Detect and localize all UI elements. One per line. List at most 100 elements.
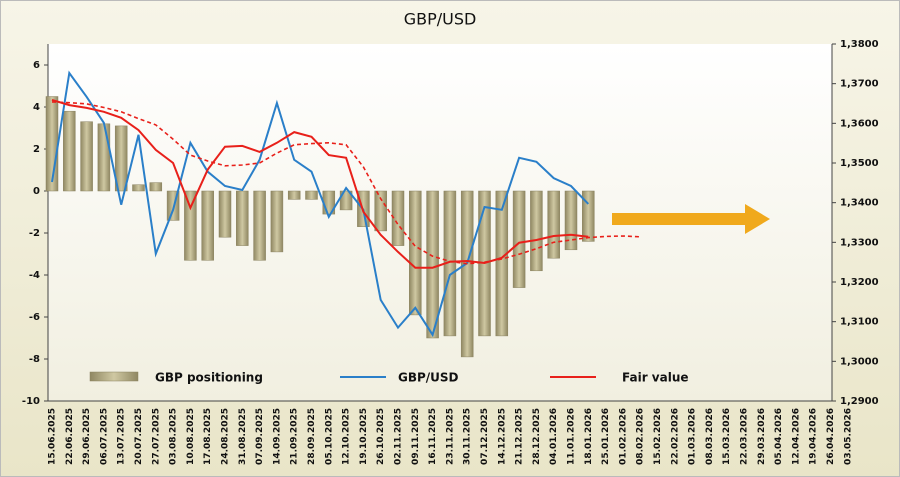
x-tick-label: 06.07.2025: [99, 408, 109, 465]
y-tick-label: 6: [33, 60, 40, 71]
bar: [339, 190, 353, 211]
y-tick-label: -2: [29, 228, 40, 239]
x-tick-label: 12.04.2026: [791, 408, 801, 465]
x-tick-label: 27.07.2025: [151, 408, 161, 465]
x-tick-label: 10.08.2025: [186, 408, 196, 465]
bar: [253, 190, 266, 261]
y2-tick-label: 1,3100: [840, 317, 879, 328]
y2-tick-label: 1,3800: [840, 39, 879, 50]
x-tick-label: 19.04.2026: [809, 408, 819, 465]
y2-tick-label: 1,3400: [840, 198, 879, 209]
x-tick-label: 18.01.2026: [584, 408, 594, 465]
x-tick-label: 08.02.2026: [636, 408, 646, 465]
line: [51, 70, 590, 338]
x-tick-label: 17.08.2025: [203, 408, 213, 465]
x-tick-label: 26.10.2025: [376, 408, 386, 465]
bar: [201, 190, 214, 261]
x-tick-label: 02.11.2025: [394, 408, 404, 465]
x-tick-label: 01.03.2026: [688, 408, 698, 465]
bar: [547, 190, 560, 259]
legend-label: GBP/USD: [398, 371, 459, 385]
x-tick-label: 23.11.2025: [445, 408, 455, 465]
x-tick-label: 14.09.2025: [272, 408, 282, 465]
x-tick-label: 20.07.2025: [134, 408, 144, 465]
line: [51, 98, 589, 269]
x-tick-label: 21.12.2025: [515, 408, 525, 465]
x-tick-label: 04.01.2026: [549, 408, 559, 465]
bar: [582, 190, 595, 242]
bar: [426, 190, 439, 339]
x-tick-label: 25.01.2026: [601, 408, 611, 465]
x-tick-label: 28.09.2025: [307, 408, 317, 465]
x-tick-label: 24.08.2025: [221, 408, 231, 465]
legend-label: Fair value: [622, 371, 689, 385]
bar: [391, 190, 405, 246]
x-tick-label: 12.10.2025: [342, 408, 352, 465]
x-tick-label: 26.04.2026: [826, 408, 836, 465]
chart-title: GBP/USD: [404, 10, 477, 29]
x-tick-label: 15.06.2025: [48, 408, 58, 465]
x-tick-label: 15.02.2026: [653, 408, 663, 465]
bar: [495, 190, 509, 337]
x-tick-label: 13.07.2025: [117, 408, 127, 465]
x-tick-label: 16.11.2025: [428, 408, 438, 465]
y2-tick-label: 1,3300: [840, 237, 879, 248]
y-tick-label: 0: [33, 186, 40, 197]
x-tick-label: 29.03.2026: [757, 408, 767, 465]
dashed-line: [51, 101, 641, 265]
bar: [270, 190, 284, 253]
x-tick-label: 19.10.2025: [359, 408, 369, 465]
x-tick-label: 30.11.2025: [463, 408, 473, 465]
x-tick-label: 03.05.2026: [843, 408, 853, 465]
bar: [287, 190, 301, 200]
x-tick-label: 31.08.2025: [238, 408, 248, 465]
y2-tick-label: 1,3500: [840, 158, 879, 169]
bar: [512, 190, 526, 288]
y-tick-label: -8: [29, 354, 40, 365]
y-tick-label: 4: [33, 102, 40, 113]
x-tick-label: 07.12.2025: [480, 408, 490, 465]
x-tick-label: 07.09.2025: [255, 408, 265, 465]
y2-tick-label: 1,2900: [840, 396, 879, 407]
arrow: [612, 204, 770, 234]
legend-label: GBP positioning: [155, 371, 263, 385]
y-tick-label: 2: [33, 144, 40, 155]
x-tick-label: 14.12.2025: [497, 408, 507, 465]
x-tick-label: 03.08.2025: [169, 408, 179, 465]
bar: [218, 190, 232, 238]
y-tick-label: -6: [29, 312, 40, 323]
x-tick-label: 15.03.2026: [722, 408, 732, 465]
bar: [305, 190, 318, 200]
x-tick-label: 08.03.2026: [705, 408, 715, 465]
bar: [97, 123, 111, 192]
bar: [63, 110, 76, 192]
x-tick-label: 11.01.2026: [567, 408, 577, 465]
bar: [409, 190, 422, 316]
x-tick-label: 05.10.2025: [324, 408, 334, 465]
bar: [114, 125, 128, 192]
bar: [132, 184, 145, 192]
x-tick-label: 01.02.2026: [618, 408, 628, 465]
bar: [374, 190, 387, 232]
x-tick-label: 22.02.2026: [670, 408, 680, 465]
bar: [184, 190, 197, 261]
y2-tick-label: 1,3000: [840, 356, 879, 367]
x-tick-label: 29.06.2025: [82, 408, 92, 465]
y-tick-label: -10: [22, 396, 40, 407]
x-tick-label: 22.06.2025: [65, 408, 75, 465]
y-tick-label: -4: [29, 270, 40, 281]
y2-tick-label: 1,3600: [840, 118, 879, 129]
x-tick-label: 09.11.2025: [411, 408, 421, 465]
x-tick-label: 05.04.2026: [774, 408, 784, 465]
x-tick-label: 22.03.2026: [740, 408, 750, 465]
legend-swatch: [89, 371, 139, 382]
x-tick-label: 28.12.2025: [532, 408, 542, 465]
bar: [530, 190, 543, 272]
bar: [149, 182, 163, 192]
x-tick-label: 21.09.2025: [290, 408, 300, 465]
bar: [460, 190, 474, 358]
bar: [80, 121, 93, 192]
y2-tick-label: 1,3200: [840, 277, 879, 288]
